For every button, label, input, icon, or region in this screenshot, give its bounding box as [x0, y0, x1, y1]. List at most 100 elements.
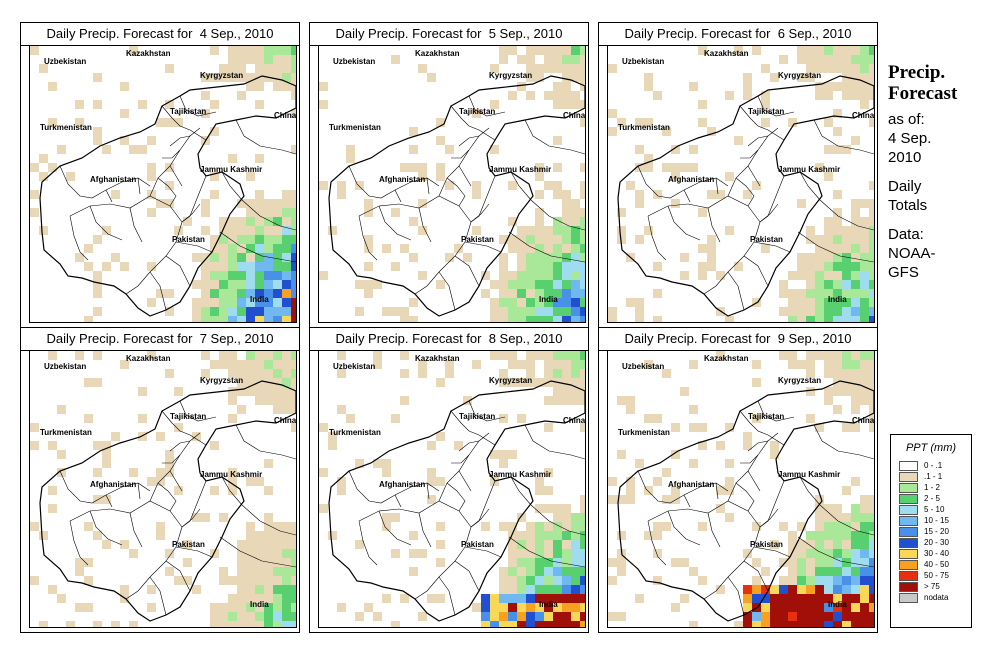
precip-cell [210, 271, 219, 280]
precip-cell [319, 504, 328, 513]
precip-cell [869, 316, 874, 322]
precip-cell [237, 585, 246, 594]
legend-label: 5 - 10 [924, 505, 945, 514]
precip-cell [264, 558, 273, 567]
precip-cell [183, 558, 192, 567]
precip-cell [851, 369, 860, 378]
precip-cell [580, 100, 585, 109]
precip-cell [237, 612, 246, 621]
precip-cell [264, 235, 273, 244]
precip-cell [833, 369, 842, 378]
legend-item: .1 - 1 [899, 471, 971, 482]
precip-cell [833, 298, 842, 307]
precip-cell [860, 504, 869, 513]
precip-cell [291, 199, 296, 208]
precip-cell [833, 307, 842, 316]
province-border [743, 255, 769, 287]
precip-cell [851, 549, 860, 558]
precip-cell [815, 280, 824, 289]
precip-cell [499, 298, 508, 307]
precip-cell [282, 190, 291, 199]
precip-cell [571, 262, 580, 271]
precip-cell [481, 612, 490, 621]
precip-cell [860, 217, 869, 226]
legend-label: 20 - 30 [924, 538, 949, 547]
precip-cell [833, 594, 842, 603]
legend-label: 10 - 15 [924, 516, 949, 525]
label-afghanistan: Afghanistan [668, 175, 714, 184]
label-turkmenistan: Turkmenistan [40, 123, 92, 132]
label-uzbekistan: Uzbekistan [44, 362, 86, 371]
precip-cell [833, 504, 842, 513]
precip-cell [571, 360, 580, 369]
precip-cell [517, 307, 526, 316]
precip-cell [842, 486, 851, 495]
label-jammu-kashmir: Jammu Kashmir [778, 165, 840, 174]
precip-cell [653, 316, 662, 322]
precip-cell [255, 387, 264, 396]
province-border [358, 500, 472, 600]
precip-cell [833, 46, 842, 55]
precip-cell [57, 468, 66, 477]
precip-cell [463, 253, 472, 262]
precip-cell [553, 55, 562, 64]
precip-cell [508, 522, 517, 531]
precip-cell [156, 531, 165, 540]
precip-cell [156, 289, 165, 298]
precip-cell [138, 432, 147, 441]
precip-cell [282, 378, 291, 387]
panel-title: Daily Precip. Forecast for 6 Sep., 2010 [599, 23, 877, 46]
precip-cell [499, 351, 508, 360]
province-border [524, 424, 585, 460]
precip-cell [255, 244, 264, 253]
province-border [753, 241, 791, 253]
precip-cell [219, 217, 228, 226]
province-border [137, 177, 141, 195]
precip-cell [860, 360, 869, 369]
precip-cell [228, 262, 237, 271]
precip-cell [797, 594, 806, 603]
precip-cell [472, 226, 481, 235]
precip-cell [201, 307, 210, 316]
precip-cell [129, 621, 138, 627]
precip-cell [75, 118, 84, 127]
precip-cell [219, 64, 228, 73]
precip-cell [553, 46, 562, 55]
precip-cell [553, 576, 562, 585]
precip-cell [102, 441, 111, 450]
precip-cell [174, 226, 183, 235]
precip-cell [544, 612, 553, 621]
precip-cell [788, 360, 797, 369]
precip-cell [833, 567, 842, 576]
precip-cell [869, 594, 874, 603]
precip-cell [815, 253, 824, 262]
precip-cell [779, 55, 788, 64]
province-border [161, 105, 207, 141]
precip-cell [553, 181, 562, 190]
precip-cell [842, 423, 851, 432]
precip-cell [833, 127, 842, 136]
precip-cell [788, 316, 797, 322]
precip-cell [580, 298, 585, 307]
precip-cell [255, 271, 264, 280]
precip-cell [553, 316, 562, 322]
precip-cell [869, 181, 874, 190]
precip-cell [282, 351, 291, 360]
province-border [743, 560, 769, 592]
precip-cell [508, 450, 517, 459]
precip-cell [562, 217, 571, 226]
precip-cell [273, 576, 282, 585]
precip-cell [869, 369, 874, 378]
map-svg: UzbekistanKazakhstanKyrgyzstanTajikistan… [30, 351, 296, 627]
precip-cell [39, 531, 48, 540]
precip-cell [246, 307, 255, 316]
precip-cell [571, 199, 580, 208]
precip-cell [246, 244, 255, 253]
precip-cell [788, 298, 797, 307]
precip-cell [264, 387, 273, 396]
precip-cell [237, 262, 246, 271]
precip-cell [869, 91, 874, 100]
precip-cell [580, 280, 585, 289]
precip-cell [680, 253, 689, 262]
precip-cell [617, 118, 626, 127]
